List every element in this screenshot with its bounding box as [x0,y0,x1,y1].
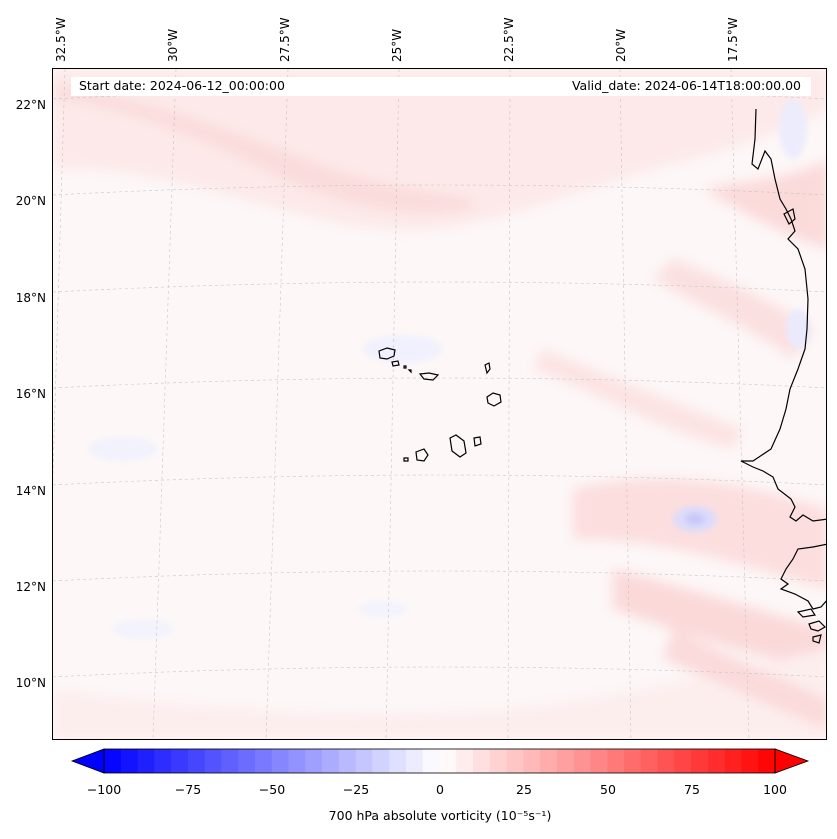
colorbar-label: 700 hPa absolute vorticity (10⁻⁵s⁻¹) [328,808,552,823]
colorbar-bin [355,749,373,773]
colorbar [70,748,810,774]
colorbar-bin [254,749,273,773]
african-coastline [740,108,826,644]
colorbar-bin [674,749,692,773]
colorbar-bin [221,749,239,773]
date-info-bar: Start date: 2024-06-12_00:00:00 Valid_da… [71,77,811,96]
colorbar-bin [238,749,256,773]
positive-vorticity-bands [53,69,826,739]
colorbar-bin [338,749,357,773]
colorbar-bin [389,749,407,773]
colorbar-bin [288,749,306,773]
colorbar-bin [758,749,776,773]
colorbar-tick: 50 [600,782,616,797]
colorbar-bin [154,749,172,773]
lat-label-12n: 12°N [15,580,46,594]
colorbar-bin [104,749,122,773]
colorbar-bin [556,749,575,773]
colorbar-bin [590,749,608,773]
colorbar-bin [691,749,709,773]
colorbar-tick: 0 [436,782,444,797]
lat-label-10n: 10°N [15,676,46,690]
colorbar-bin [657,749,675,773]
lon-label-20w: 20°W [614,28,628,62]
colorbar-bin [741,749,759,773]
cape-verde-islands [378,347,502,462]
map-panel: Start date: 2024-06-12_00:00:00 Valid_da… [52,68,827,740]
colorbar-bin [573,749,591,773]
lat-label-22n: 22°N [15,98,46,112]
colorbar-tick: −50 [258,782,286,797]
lon-label-27-5w: 27.5°W [278,17,292,62]
colorbar-bin [707,749,726,773]
lon-label-17-5w: 17.5°W [726,17,740,62]
colorbar-tick: −100 [86,782,122,797]
colorbar-bin [456,749,474,773]
negative-vorticity-patches [88,99,810,639]
colorbar-outline [103,748,776,774]
colorbar-bin [439,749,457,773]
colorbar-bin [204,749,222,773]
colorbar-bin [540,749,558,773]
lat-label-18n: 18°N [15,291,46,305]
lon-label-32-5w: 32.5°W [54,17,68,62]
colorbar-extend-max [774,748,810,774]
colorbar-bin [607,749,625,773]
lat-label-14n: 14°N [15,484,46,498]
colorbar-bin [305,749,323,773]
colorbar-tick: 75 [684,782,700,797]
valid-date-label: Valid_date: 2024-06-14T18:00:00.00 [571,78,801,93]
vorticity-map [53,69,826,739]
colorbar-tick: 100 [763,782,787,797]
colorbar-bin [120,749,139,773]
colorbar-bin [640,749,659,773]
colorbar-bin [489,749,508,773]
colorbar-bin [422,749,440,773]
lat-label-20n: 20°N [15,194,46,208]
colorbar-bin [523,749,541,773]
colorbar-bin [473,749,491,773]
colorbar-bin [372,749,390,773]
colorbar-tick: −75 [174,782,202,797]
lon-label-30w: 30°W [166,28,180,62]
colorbar-tick: 25 [516,782,532,797]
lon-label-22-5w: 22.5°W [502,17,516,62]
colorbar-bin [187,749,206,773]
lat-label-16n: 16°N [15,387,46,401]
colorbar-bin [137,749,155,773]
colorbar-tick: −25 [342,782,370,797]
colorbar-bin [624,749,642,773]
colorbar-bin [322,749,340,773]
colorbar-bin [171,749,189,773]
colorbar-bin [724,749,742,773]
colorbar-bin [405,749,424,773]
colorbar-bin [506,749,524,773]
start-date-label: Start date: 2024-06-12_00:00:00 [79,78,285,93]
colorbar-bin [271,749,290,773]
lon-label-25w: 25°W [390,28,404,62]
colorbar-extend-min [70,748,105,774]
